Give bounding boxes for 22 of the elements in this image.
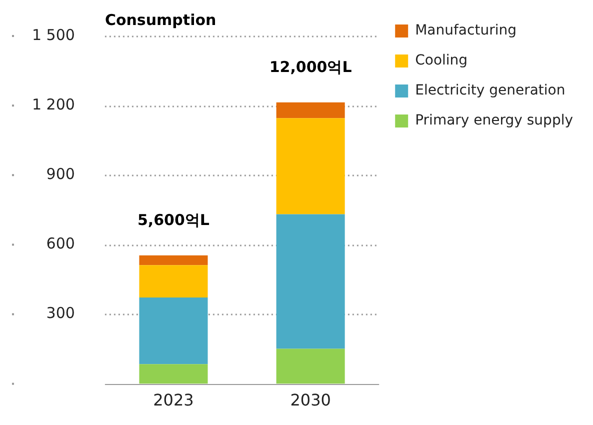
legend-label: Cooling (415, 52, 468, 69)
y-tick-label: 600 (46, 234, 75, 253)
x-tick-label: 2030 (290, 390, 331, 410)
y-tick-label: 1 200 (32, 95, 75, 114)
y-tick-label: 300 (46, 304, 75, 322)
bar (139, 298, 208, 364)
chart-title: Consumption (104, 10, 216, 29)
bar (139, 255, 208, 266)
bar (276, 118, 345, 214)
annotation: 5,600억L (137, 211, 210, 230)
legend-label: Manufacturing (415, 22, 516, 39)
bar (276, 214, 345, 349)
legend-label: Electricity generation (415, 82, 566, 99)
bar (276, 102, 345, 118)
y-tick-label: 900 (46, 165, 75, 184)
annotation: 12,000억L (269, 58, 352, 76)
x-tick-label: 2023 (153, 390, 194, 410)
y-tick-label: 1 500 (32, 26, 75, 44)
bar (139, 364, 208, 384)
bar (276, 348, 345, 384)
bar (139, 265, 208, 298)
legend-label: Primary energy supply (415, 112, 574, 129)
